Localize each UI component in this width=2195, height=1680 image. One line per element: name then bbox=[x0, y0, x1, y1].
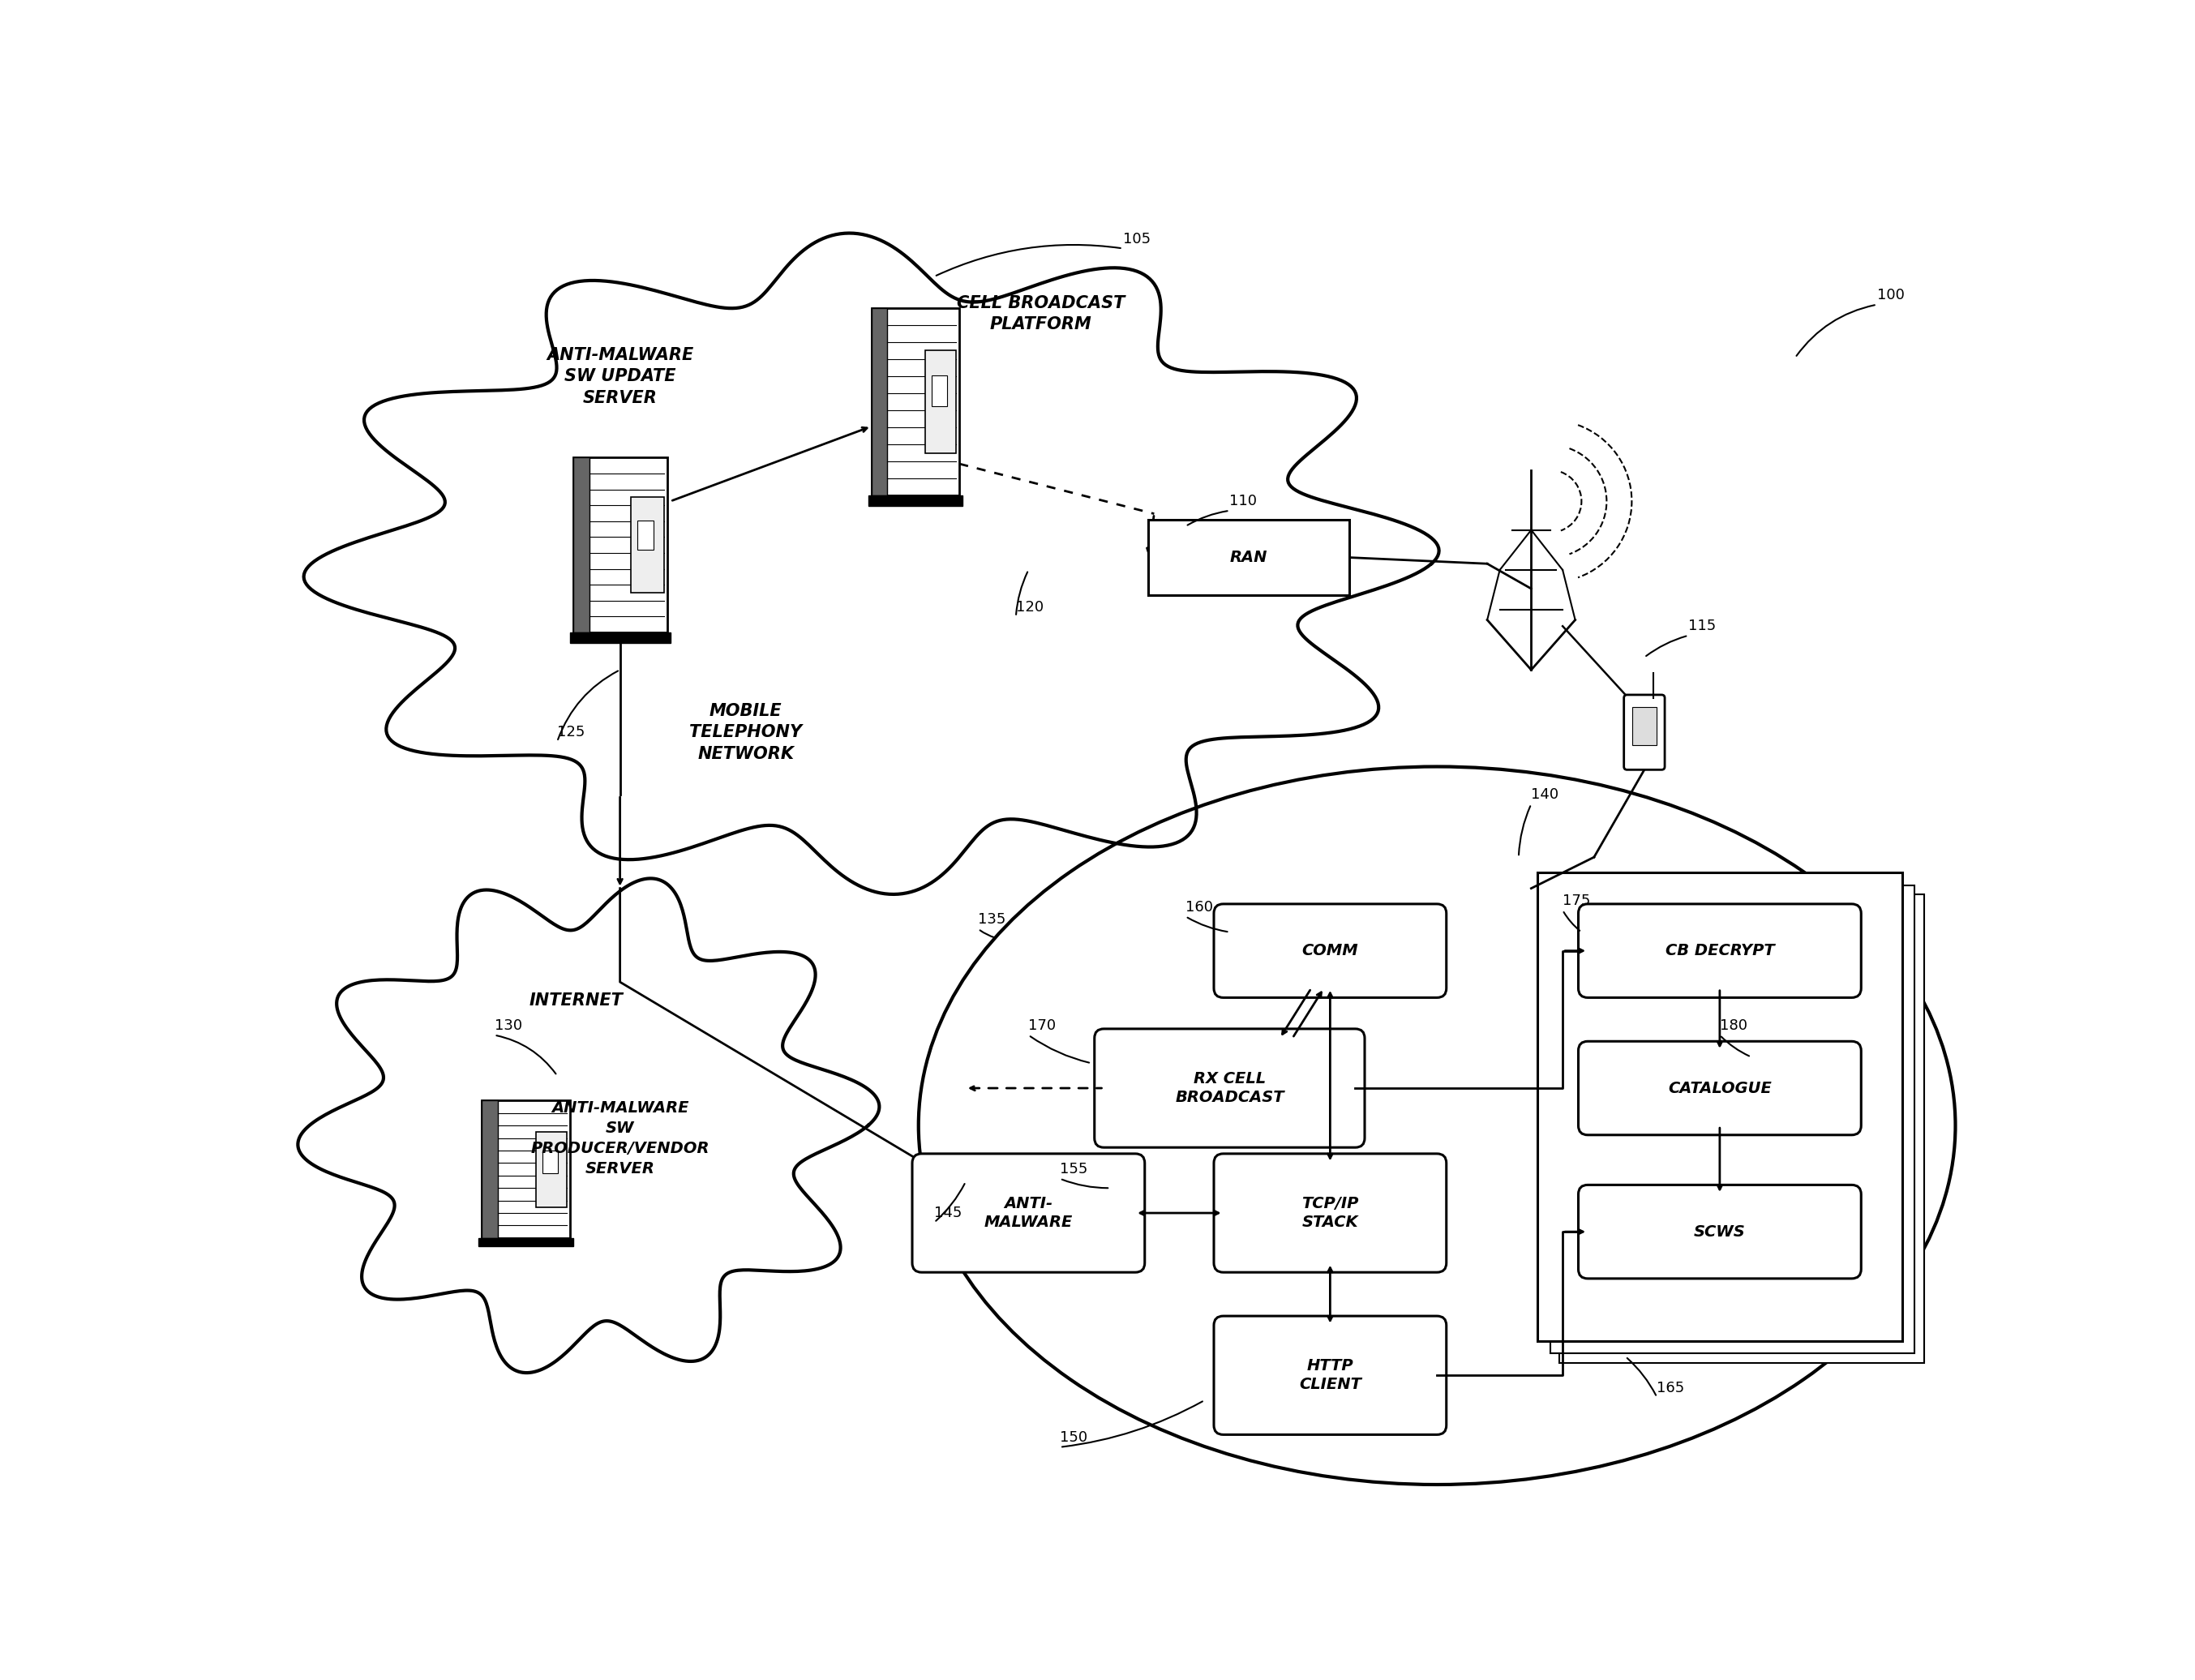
Bar bbox=[479, 1238, 573, 1247]
Text: MOBILE
TELEPHONY
NETWORK: MOBILE TELEPHONY NETWORK bbox=[689, 702, 801, 761]
Polygon shape bbox=[303, 234, 1440, 894]
Text: 145: 145 bbox=[935, 1206, 961, 1220]
Text: 100: 100 bbox=[1877, 287, 1905, 302]
Bar bbox=[571, 632, 669, 643]
Text: RAN: RAN bbox=[1229, 549, 1267, 564]
Polygon shape bbox=[299, 879, 880, 1373]
Text: 175: 175 bbox=[1563, 894, 1591, 909]
Text: CATALOGUE: CATALOGUE bbox=[1668, 1080, 1771, 1095]
Text: RX CELL
BROADCAST: RX CELL BROADCAST bbox=[1174, 1070, 1284, 1105]
Bar bbox=[536, 1132, 566, 1206]
Bar bbox=[637, 521, 654, 549]
Bar bbox=[573, 457, 667, 632]
Bar bbox=[869, 496, 961, 506]
Bar bbox=[481, 1100, 571, 1238]
Bar bbox=[1633, 707, 1657, 744]
Text: 160: 160 bbox=[1185, 900, 1214, 914]
FancyBboxPatch shape bbox=[1624, 696, 1664, 769]
FancyBboxPatch shape bbox=[1578, 1184, 1861, 1278]
Bar bbox=[1536, 872, 1903, 1341]
Text: 120: 120 bbox=[1016, 600, 1043, 615]
Text: 115: 115 bbox=[1688, 618, 1716, 633]
Text: 110: 110 bbox=[1229, 494, 1258, 509]
Bar bbox=[481, 1100, 498, 1238]
FancyBboxPatch shape bbox=[1578, 904, 1861, 998]
Bar bbox=[1550, 885, 1914, 1354]
Text: ANTI-MALWARE
SW UPDATE
SERVER: ANTI-MALWARE SW UPDATE SERVER bbox=[547, 346, 694, 407]
Text: HTTP
CLIENT: HTTP CLIENT bbox=[1299, 1357, 1361, 1393]
Text: TCP/IP
STACK: TCP/IP STACK bbox=[1302, 1196, 1359, 1230]
Bar bbox=[542, 1151, 558, 1173]
Text: 140: 140 bbox=[1532, 788, 1558, 801]
Text: 105: 105 bbox=[1122, 232, 1150, 247]
Text: COMM: COMM bbox=[1302, 942, 1359, 959]
Text: 135: 135 bbox=[979, 912, 1005, 927]
Text: ANTI-MALWARE
SW
PRODUCER/VENDOR
SERVER: ANTI-MALWARE SW PRODUCER/VENDOR SERVER bbox=[531, 1100, 709, 1176]
Bar bbox=[630, 497, 665, 593]
Text: 130: 130 bbox=[494, 1018, 522, 1033]
Bar bbox=[931, 376, 946, 407]
Ellipse shape bbox=[918, 766, 1956, 1485]
Bar bbox=[1148, 521, 1350, 595]
Text: 170: 170 bbox=[1029, 1018, 1056, 1033]
FancyBboxPatch shape bbox=[1095, 1028, 1365, 1147]
FancyBboxPatch shape bbox=[1214, 1154, 1447, 1272]
Text: ANTI-
MALWARE: ANTI- MALWARE bbox=[983, 1196, 1073, 1230]
Text: 165: 165 bbox=[1657, 1381, 1686, 1394]
Text: SCWS: SCWS bbox=[1695, 1225, 1745, 1240]
Text: 155: 155 bbox=[1060, 1163, 1089, 1176]
Text: INTERNET: INTERNET bbox=[529, 993, 623, 1010]
Text: CELL BROADCAST
PLATFORM: CELL BROADCAST PLATFORM bbox=[957, 296, 1126, 333]
Bar bbox=[871, 307, 959, 496]
Bar bbox=[871, 307, 887, 496]
FancyBboxPatch shape bbox=[1214, 904, 1447, 998]
Text: 125: 125 bbox=[558, 726, 586, 739]
FancyBboxPatch shape bbox=[913, 1154, 1146, 1272]
Bar bbox=[573, 457, 590, 632]
FancyBboxPatch shape bbox=[1578, 1042, 1861, 1136]
Text: CB DECRYPT: CB DECRYPT bbox=[1666, 942, 1774, 959]
FancyBboxPatch shape bbox=[1214, 1315, 1447, 1435]
Text: 180: 180 bbox=[1719, 1018, 1747, 1033]
Bar bbox=[926, 349, 957, 454]
Bar bbox=[1558, 894, 1925, 1362]
Text: 150: 150 bbox=[1060, 1430, 1087, 1445]
